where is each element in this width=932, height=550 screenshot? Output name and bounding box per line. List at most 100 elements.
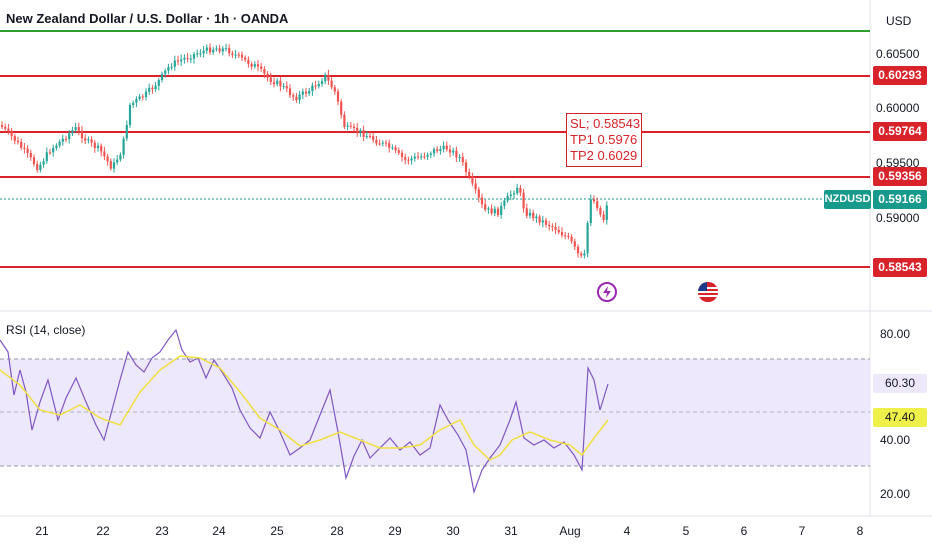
lightning-icon[interactable] (597, 282, 617, 302)
candle-body (599, 208, 602, 215)
candle-body (173, 60, 176, 67)
candle-body (128, 104, 132, 125)
candle-body (96, 145, 100, 148)
candle-body (157, 80, 160, 86)
date-label: 6 (740, 524, 748, 538)
candle-body (509, 194, 512, 196)
candle-body (202, 50, 205, 54)
rsi-axis-label: 20.00 (880, 487, 911, 501)
date-label: 30 (446, 524, 460, 538)
candle-body (525, 208, 528, 216)
candle-body (263, 68, 266, 74)
candle-body (426, 154, 429, 157)
current-price-tag: 0.59166 (873, 190, 927, 209)
candle-body (144, 91, 148, 98)
candle-body (7, 128, 10, 131)
candle-body (141, 96, 144, 98)
candle-body (480, 197, 484, 205)
candle-body (333, 87, 336, 92)
candle-body (244, 57, 247, 60)
candle-body (349, 125, 352, 127)
candle-body (151, 87, 154, 90)
candle-body (567, 235, 570, 237)
candle-body (522, 192, 525, 209)
candle-body (282, 86, 285, 88)
level-tag-0-60293: 0.60293 (873, 66, 927, 85)
candle-body (208, 47, 212, 53)
candle-body (416, 156, 420, 158)
date-label: 31 (504, 524, 518, 538)
candle-body (135, 99, 138, 103)
candle-body (138, 96, 141, 100)
candle-body (308, 91, 311, 94)
candle-body (445, 145, 448, 150)
rsi-line (0, 328, 609, 495)
candle-body (292, 95, 295, 97)
candle-body (314, 85, 317, 87)
candle-body (429, 153, 432, 155)
candle-body (61, 138, 64, 142)
candle-body (388, 143, 391, 148)
candle-body (170, 66, 173, 68)
candle-body (55, 145, 58, 148)
candle-body (42, 161, 45, 165)
candle-body (148, 87, 151, 92)
candle-body (215, 48, 218, 50)
candle-body (234, 54, 237, 56)
candle-body (362, 130, 365, 137)
candle-body (317, 83, 320, 87)
price-axis-label: 0.60000 (876, 101, 920, 115)
candle-body (596, 201, 599, 209)
level-tag-0-59764: 0.59764 (873, 122, 927, 141)
candle-body (560, 232, 564, 236)
candle-body (4, 126, 7, 129)
candle-body (304, 91, 308, 94)
candle-body (189, 58, 192, 60)
candle-body (71, 130, 74, 134)
candle-body (580, 253, 583, 256)
candle-body (589, 199, 592, 224)
trade-annotation[interactable]: SL; 0.58543 TP1 0.5976 TP2 0.6029 (566, 113, 642, 167)
candle-body (452, 150, 455, 153)
candle-body (461, 157, 464, 163)
candle-body (564, 235, 567, 237)
candle-body (311, 85, 314, 92)
rsi-title[interactable]: RSI (14, close) (6, 323, 86, 337)
candle-body (180, 59, 183, 62)
candle-body (538, 216, 541, 223)
candle-body (407, 159, 410, 161)
candle-body (576, 246, 580, 254)
candle-body (45, 152, 48, 162)
candle-body (330, 80, 333, 88)
date-label: 24 (212, 524, 226, 538)
candle-body (503, 200, 506, 206)
candle-body (432, 149, 436, 154)
candle-body (404, 157, 407, 160)
candle-body (288, 88, 292, 96)
candle-body (532, 212, 535, 219)
currency-label[interactable]: USD (886, 14, 912, 28)
candle-body (116, 159, 119, 163)
candle-body (23, 147, 26, 149)
chart-title[interactable]: New Zealand Dollar / U.S. Dollar · 1h · … (6, 11, 289, 26)
annotation-tp2: TP2 0.6029 (570, 148, 638, 163)
candle-body (528, 212, 532, 216)
candle-body (228, 48, 231, 54)
candle-body (212, 49, 215, 53)
us-flag-icon[interactable] (698, 282, 718, 302)
candle-body (253, 64, 256, 67)
candle-body (512, 193, 516, 195)
candle-body (20, 142, 23, 148)
candle-body (320, 81, 324, 84)
date-label: 29 (388, 524, 402, 538)
candle-body (346, 125, 349, 127)
candle-body (535, 216, 538, 219)
candle-body (436, 149, 439, 152)
candle-body (224, 48, 228, 50)
candle-body (279, 80, 282, 87)
candle-body (13, 136, 16, 141)
candle-body (516, 187, 519, 194)
symbol-tag: NZDUSD (824, 190, 871, 209)
